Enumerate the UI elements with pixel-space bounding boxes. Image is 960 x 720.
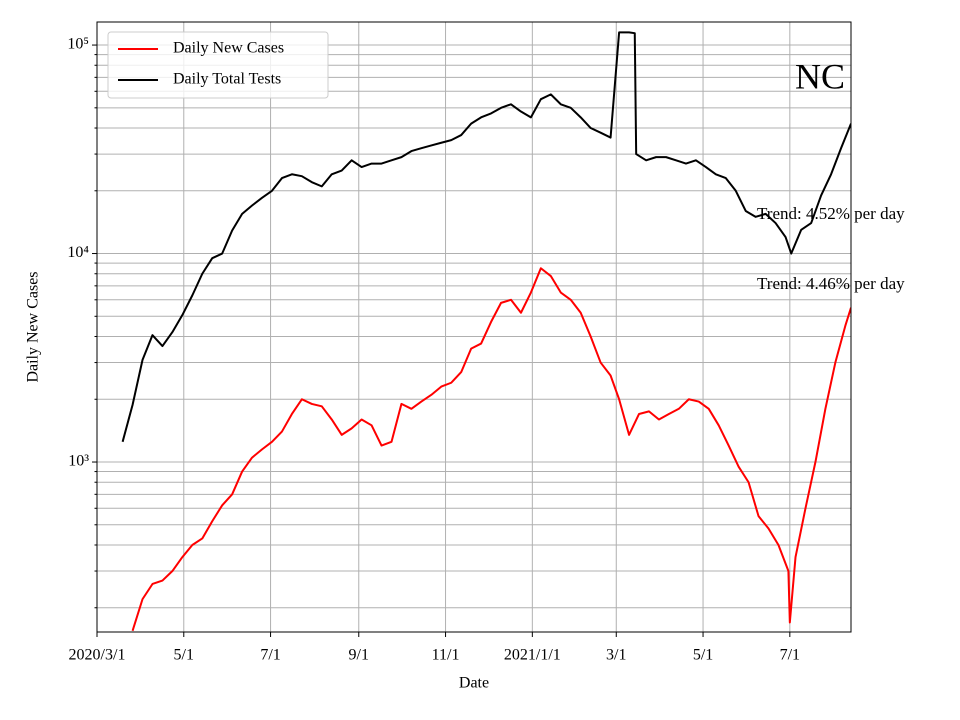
- legend-box: [107, 31, 329, 99]
- y-tick-label: 10⁵: [67, 36, 89, 53]
- x-tick-label: 7/1: [260, 647, 280, 664]
- series-line: [131, 267, 851, 632]
- y-axis-label: Daily New Cases: [25, 271, 42, 382]
- lines: [121, 31, 851, 632]
- x-tick-label: 5/1: [174, 647, 194, 664]
- x-axis-label: Date: [459, 675, 489, 692]
- grid: 10³ 10⁴ 10⁵ 2020/3/1 5/1 7/1 9/1 11/1 2021/1/1 3/…: [67, 22, 851, 664]
- y-tick-label: 10³: [68, 453, 89, 470]
- y-tick-label: 10⁴: [67, 244, 89, 261]
- legend-label: Daily Total Tests: [173, 71, 281, 88]
- x-tick-label: 9/1: [349, 647, 369, 664]
- series-line: [121, 31, 851, 443]
- legend-label: Daily New Cases: [173, 40, 284, 57]
- x-tick-label: 2020/3/1: [69, 647, 126, 664]
- x-tick-label: 7/1: [780, 647, 800, 664]
- annotation: Trend: 4.52% per day: [757, 204, 905, 223]
- plot-frame: [96, 21, 852, 633]
- chart-title: NC: [795, 56, 845, 96]
- x-tick-label: 2021/1/1: [504, 647, 561, 664]
- annotation: Trend: 4.46% per day: [757, 274, 905, 293]
- x-tick-label: 11/1: [432, 647, 460, 664]
- x-tick-label: 5/1: [693, 647, 713, 664]
- legend: Daily New Cases Daily Total Tests: [107, 31, 329, 99]
- x-tick-label: 3/1: [606, 647, 626, 664]
